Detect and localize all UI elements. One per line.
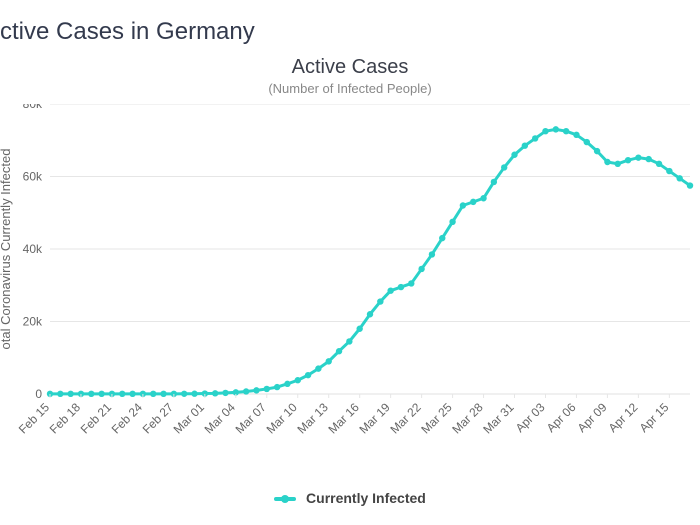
page-title: ctive Cases in Germany	[0, 18, 700, 46]
x-tick-label: Feb 21	[78, 400, 115, 437]
chart-legend: Currently Infected	[0, 490, 700, 506]
x-tick-label: Feb 27	[140, 400, 177, 437]
x-tick-label: Mar 31	[480, 400, 517, 437]
x-tick-label: Apr 06	[544, 400, 579, 435]
x-tick-label: Mar 13	[295, 400, 332, 437]
legend-swatch	[274, 497, 296, 501]
data-point	[181, 391, 187, 397]
data-point	[284, 381, 290, 387]
data-point	[491, 179, 497, 185]
data-point	[326, 358, 332, 364]
data-point	[88, 391, 94, 397]
data-point	[470, 199, 476, 205]
data-point	[408, 280, 414, 286]
data-point	[625, 157, 631, 163]
x-tick-label: Mar 04	[202, 400, 239, 437]
data-point	[460, 202, 466, 208]
data-point	[212, 390, 218, 396]
x-tick-label: Apr 15	[637, 400, 672, 435]
x-tick-label: Mar 16	[325, 400, 362, 437]
data-point	[67, 391, 73, 397]
data-point	[418, 266, 424, 272]
x-tick-label: Mar 07	[233, 400, 270, 437]
x-tick-label: Mar 01	[171, 400, 208, 437]
data-point	[553, 126, 559, 132]
data-point	[635, 154, 641, 160]
data-point	[511, 152, 517, 158]
data-point	[295, 377, 301, 383]
x-tick-label: Feb 15	[16, 400, 53, 437]
data-point	[305, 372, 311, 378]
x-tick-label: Mar 22	[387, 400, 424, 437]
data-point	[387, 287, 393, 293]
data-point	[98, 391, 104, 397]
data-point	[119, 391, 125, 397]
y-axis-label: otal Coronavirus Currently Infected	[0, 149, 13, 350]
data-point	[656, 161, 662, 167]
data-point	[150, 391, 156, 397]
data-point	[501, 164, 507, 170]
chart-subtitle: (Number of Infected People)	[0, 81, 700, 96]
data-point	[532, 135, 538, 141]
data-point	[356, 326, 362, 332]
data-point	[615, 161, 621, 167]
data-point	[522, 142, 528, 148]
data-point	[429, 251, 435, 257]
y-tick-label: 0	[35, 387, 42, 401]
data-point	[563, 128, 569, 134]
y-tick-label: 80k	[23, 104, 43, 111]
y-tick-label: 40k	[23, 242, 43, 256]
data-point	[646, 156, 652, 162]
data-point	[315, 365, 321, 371]
x-tick-label: Mar 19	[356, 400, 393, 437]
data-point	[243, 388, 249, 394]
x-tick-label: Apr 03	[513, 400, 548, 435]
data-point	[666, 168, 672, 174]
data-point	[57, 391, 63, 397]
data-point	[398, 284, 404, 290]
x-tick-label: Mar 10	[264, 400, 301, 437]
data-point	[222, 390, 228, 396]
data-point	[129, 391, 135, 397]
data-point	[346, 338, 352, 344]
legend-label: Currently Infected	[306, 490, 426, 506]
chart-title: Active Cases	[0, 56, 700, 79]
y-tick-label: 20k	[23, 315, 43, 329]
data-point	[367, 311, 373, 317]
data-point	[687, 182, 693, 188]
data-point	[676, 175, 682, 181]
series-line	[50, 129, 690, 393]
data-point	[377, 298, 383, 304]
x-tick-label: Apr 12	[606, 400, 641, 435]
data-point	[264, 386, 270, 392]
data-point	[542, 128, 548, 134]
data-point	[191, 391, 197, 397]
x-tick-label: Feb 18	[47, 400, 84, 437]
active-cases-chart: Active Cases (Number of Infected People)…	[0, 56, 700, 506]
data-point	[160, 391, 166, 397]
data-point	[439, 235, 445, 241]
x-tick-label: Feb 24	[109, 400, 146, 437]
data-point	[336, 348, 342, 354]
data-point	[449, 219, 455, 225]
data-point	[573, 132, 579, 138]
data-point	[480, 195, 486, 201]
chart-svg: 0 20k 40k 60k 80k otal Coronavirus Currently …	[0, 104, 700, 484]
data-point	[594, 148, 600, 154]
x-tick-label: Apr 09	[575, 400, 610, 435]
y-tick-label: 60k	[23, 170, 43, 184]
data-point	[274, 384, 280, 390]
x-tick-label: Mar 28	[449, 400, 486, 437]
data-point	[584, 139, 590, 145]
x-tick-label: Mar 25	[418, 400, 455, 437]
data-point	[253, 387, 259, 393]
data-point	[604, 159, 610, 165]
